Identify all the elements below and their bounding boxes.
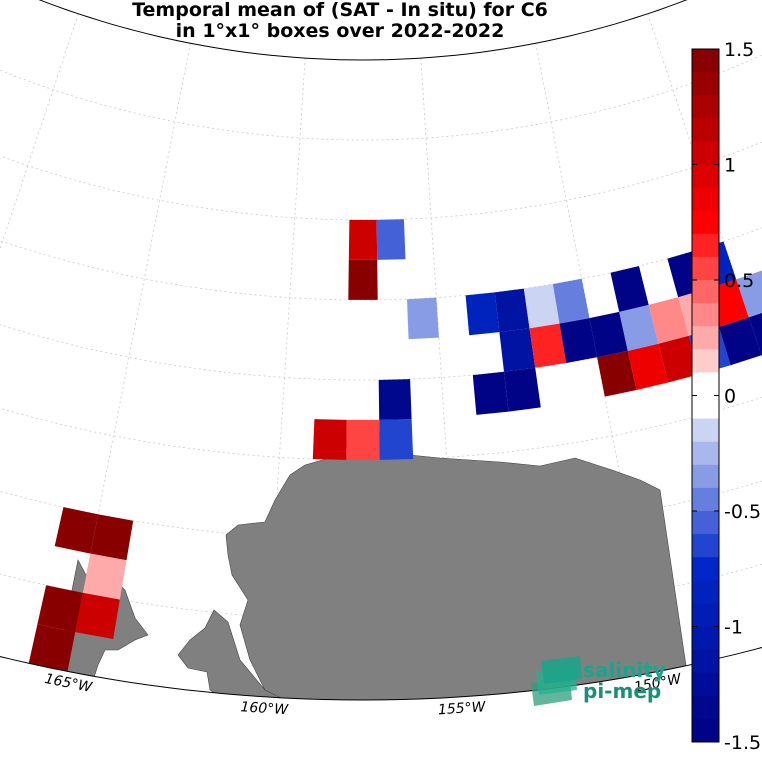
colorbar-cell <box>692 372 719 396</box>
data-box <box>494 288 530 333</box>
colorbar-cell <box>692 326 719 350</box>
colorbar-tick-label: 0 <box>724 386 736 408</box>
longitude-gridline <box>0 13 79 622</box>
colorbar: 1.5 1 0.5 0 -0.5 -1 -1.5 <box>691 39 761 754</box>
colorbar-cell <box>692 418 719 443</box>
map-title: Temporal mean of (SAT - In situ) for C6 … <box>0 0 680 42</box>
colorbar-tick-label: -1 <box>724 617 743 639</box>
salinity-pimep-logo: salinity pi-mep <box>531 656 666 706</box>
colorbar-cell <box>692 118 719 142</box>
data-box <box>627 343 669 390</box>
title-line-2: in 1°x1° boxes over 2022-2022 <box>175 20 505 42</box>
colorbar-cell <box>692 164 719 188</box>
data-box <box>348 219 378 260</box>
data-box <box>552 278 590 324</box>
colorbar-gradient <box>692 49 719 743</box>
data-box <box>589 311 628 358</box>
colorbar-cell <box>692 233 719 258</box>
data-box <box>54 507 99 554</box>
latitude-gridline <box>0 113 762 221</box>
data-box <box>523 284 560 329</box>
colorbar-cell <box>692 49 719 73</box>
logo-mark-icon <box>531 656 582 706</box>
colorbar-cell <box>692 695 719 720</box>
data-box <box>499 328 536 372</box>
latitude-gridline <box>0 41 762 141</box>
map-frame <box>0 0 762 701</box>
colorbar-tick-label: -0.5 <box>724 501 761 523</box>
data-box <box>379 419 414 460</box>
data-box <box>718 317 762 366</box>
data-box <box>28 624 76 672</box>
colorbar-cell <box>692 603 719 627</box>
data-box <box>736 269 762 318</box>
colorbar-cell <box>692 626 719 650</box>
data-box <box>748 307 762 356</box>
colorbar-cell <box>692 210 719 235</box>
colorbar-cell <box>692 256 719 281</box>
longitude-label: 160°W <box>240 699 290 718</box>
colorbar-cell <box>692 580 719 604</box>
title-line-1: Temporal mean of (SAT - In situ) for C6 <box>132 0 548 21</box>
data-box <box>610 266 649 312</box>
land-layer <box>41 431 701 700</box>
colorbar-cell <box>692 464 719 489</box>
data-box <box>559 318 598 363</box>
colorbar-cell <box>692 349 719 373</box>
colorbar-cell <box>692 718 719 743</box>
colorbar-ticks: 1.5 1 0.5 0 -0.5 -1 -1.5 <box>692 39 761 754</box>
colorbar-cell <box>692 557 719 581</box>
colorbar-cell <box>692 649 719 674</box>
data-box <box>648 297 689 344</box>
colorbar-cell <box>692 95 719 119</box>
data-box <box>597 350 637 397</box>
longitude-label: 155°W <box>437 699 487 718</box>
colorbar-tick-label: 0.5 <box>724 270 754 292</box>
longitude-gridline <box>67 43 191 672</box>
colorbar-cell <box>692 280 719 304</box>
data-box <box>376 219 406 260</box>
colorbar-tick-label: 1.5 <box>724 39 754 61</box>
data-box <box>378 379 412 420</box>
data-box <box>37 585 83 633</box>
data-box <box>407 297 439 340</box>
colorbar-tick-label: 1 <box>724 155 736 177</box>
data-box <box>619 304 659 351</box>
colorbar-cell <box>692 511 719 535</box>
logo-text-salinity: salinity <box>583 658 666 682</box>
data-box <box>75 592 120 639</box>
data-box <box>472 371 509 415</box>
data-box <box>504 367 541 412</box>
colorbar-cell <box>692 395 719 419</box>
data-box <box>465 292 500 336</box>
longitude-gridline <box>535 43 659 672</box>
colorbar-cell <box>692 534 719 558</box>
colorbar-cell <box>692 303 719 327</box>
data-box <box>348 259 378 300</box>
data-box <box>82 553 127 600</box>
data-box <box>658 335 700 383</box>
colorbar-cell <box>692 72 719 96</box>
colorbar-cell <box>692 487 719 512</box>
data-box <box>90 514 134 561</box>
longitude-gridline <box>420 58 463 697</box>
colorbar-cell <box>692 672 719 697</box>
colorbar-cell <box>692 441 719 466</box>
longitude-gridline <box>263 58 306 697</box>
colorbar-cell <box>692 187 719 212</box>
logo-text-pimep: pi-mep <box>583 679 661 703</box>
data-box <box>346 419 380 460</box>
colorbar-cell <box>692 141 719 165</box>
data-box <box>529 323 567 368</box>
data-box <box>312 419 347 460</box>
colorbar-tick-label: -1.5 <box>724 732 761 754</box>
